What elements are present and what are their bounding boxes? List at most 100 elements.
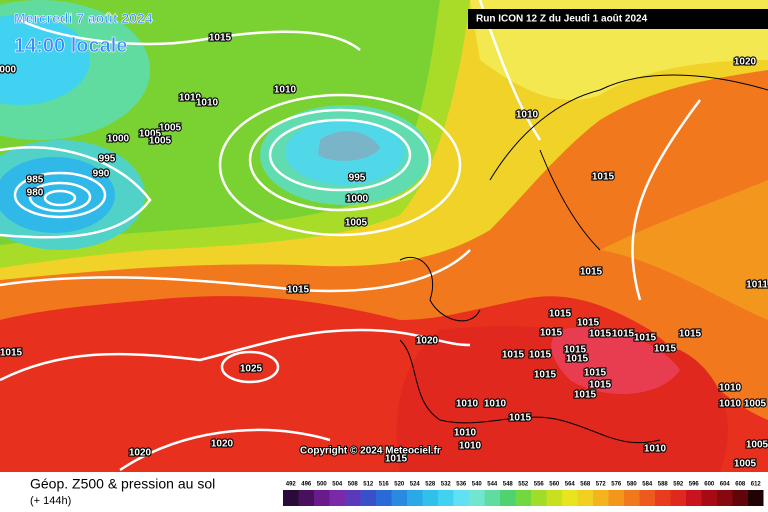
isobar-label: 1015 bbox=[589, 329, 612, 340]
colorbar-label: 544 bbox=[487, 482, 498, 488]
isobar-label: 1015 bbox=[589, 380, 612, 391]
colorbar-label: 500 bbox=[317, 482, 328, 488]
colorbar-label: 596 bbox=[689, 482, 700, 488]
isobar-label: 990 bbox=[93, 169, 110, 180]
isobar-label: 1015 bbox=[679, 329, 702, 340]
isobar-label: 1015 bbox=[0, 348, 23, 359]
colorbar-label: 540 bbox=[472, 482, 483, 488]
isobar-label: 1005 bbox=[744, 399, 767, 410]
colorbar-swatch bbox=[608, 490, 624, 506]
colorbar-swatch bbox=[360, 490, 376, 506]
isobar-label: 1000 bbox=[346, 194, 369, 205]
isobar-label: 1005 bbox=[149, 136, 172, 147]
colorbar-label: 524 bbox=[410, 482, 421, 488]
colorbar-swatch bbox=[717, 490, 733, 506]
isobar-label: 1015 bbox=[584, 368, 607, 379]
isobar-label: 1015 bbox=[634, 333, 657, 344]
colorbar-label: 508 bbox=[348, 482, 359, 488]
isobar-label: 1015 bbox=[534, 370, 557, 381]
colorbar-label: 548 bbox=[503, 482, 514, 488]
run-banner bbox=[468, 9, 768, 29]
isobar-label: 1010 bbox=[454, 428, 477, 439]
isobar-label: 1005 bbox=[139, 129, 162, 140]
colorbar-label: 588 bbox=[658, 482, 669, 488]
isobar-label: 1015 bbox=[287, 285, 310, 296]
colorbar-swatch bbox=[422, 490, 438, 506]
colorbar-label: 600 bbox=[704, 482, 715, 488]
isobar-label: 1020 bbox=[129, 448, 152, 459]
run-text: Run ICON 12 Z du Jeudi 1 août 2024 bbox=[476, 14, 648, 25]
isobar-label: 980 bbox=[27, 188, 44, 199]
colorbar-label: 556 bbox=[534, 482, 545, 488]
isobar-label: 1015 bbox=[612, 329, 635, 340]
colorbar-swatch bbox=[314, 490, 330, 506]
colorbar-swatch bbox=[345, 490, 361, 506]
colorbar-swatch bbox=[329, 490, 345, 506]
isobar-label: 1005 bbox=[345, 218, 368, 229]
isobar-label: 1010 bbox=[516, 110, 539, 121]
isobar-label: 1010 bbox=[274, 85, 297, 96]
isobar-label: 1010 bbox=[196, 98, 219, 109]
time-text: 14:00 locale bbox=[14, 35, 127, 57]
isobar-label: 995 bbox=[99, 154, 116, 165]
colorbar-swatch bbox=[391, 490, 407, 506]
colorbar-label: 516 bbox=[379, 482, 390, 488]
isobar-label: 1015 bbox=[577, 318, 600, 329]
colorbar-swatch bbox=[438, 490, 454, 506]
coastlines bbox=[399, 74, 768, 444]
colorbar-label: 512 bbox=[363, 482, 374, 488]
colorbar-swatch bbox=[701, 490, 717, 506]
colorbar-label: 564 bbox=[565, 482, 576, 488]
colorbar-label: 580 bbox=[627, 482, 638, 488]
isobar-label: 1015 bbox=[654, 344, 677, 355]
isobar-label: 1010 bbox=[644, 444, 667, 455]
colorbar-swatch bbox=[484, 490, 500, 506]
isobar-label: 985 bbox=[27, 175, 44, 186]
isobar-label: 1020 bbox=[211, 439, 234, 450]
isobar-label: 1010 bbox=[456, 399, 479, 410]
colorbar-label: 608 bbox=[735, 482, 746, 488]
colorbar-label: 520 bbox=[394, 482, 405, 488]
isobar-label: 1015 bbox=[540, 328, 563, 339]
isobar-label: 1015 bbox=[564, 345, 587, 356]
colorbar-label: 552 bbox=[518, 482, 529, 488]
colorbar-label: 576 bbox=[611, 482, 622, 488]
isobar-label: 1010 bbox=[719, 399, 742, 410]
colorbar-label: 584 bbox=[642, 482, 653, 488]
isobar-label: 1011 bbox=[746, 280, 768, 291]
isobar-label: 1015 bbox=[580, 267, 603, 278]
colorbar-label: 592 bbox=[673, 482, 684, 488]
footer-title: Géop. Z500 & pression au sol bbox=[30, 476, 215, 492]
colorbar-label: 532 bbox=[441, 482, 452, 488]
colorbar-swatch bbox=[376, 490, 392, 506]
isobar-label: 1015 bbox=[509, 413, 532, 424]
colorbar-swatch bbox=[546, 490, 562, 506]
colorbar-swatch bbox=[500, 490, 516, 506]
colorbar: 492 496 500 504 508 512 516 520 524 528 532 536 540 5… bbox=[283, 482, 764, 506]
isobar-labels: 1015100010101010101010201005100010051005… bbox=[0, 32, 768, 471]
colorbar-swatch bbox=[531, 490, 547, 506]
isobar-label: 1000 bbox=[0, 65, 17, 76]
colorbar-swatch bbox=[562, 490, 578, 506]
colorbar-swatch bbox=[686, 490, 702, 506]
copyright: Copyright © 2024 Meteociel.fr bbox=[300, 446, 441, 457]
isobar-label: 1015 bbox=[566, 354, 589, 365]
colorbar-label: 572 bbox=[596, 482, 607, 488]
colorbar-swatch bbox=[748, 490, 764, 506]
isobar-label: 1015 bbox=[574, 390, 597, 401]
isobar-label: 1010 bbox=[459, 441, 482, 452]
isobar-label: 1020 bbox=[416, 336, 439, 347]
isobar-label: 995 bbox=[349, 173, 366, 184]
isobar-label: 1015 bbox=[385, 454, 408, 465]
colorbar-label: 604 bbox=[720, 482, 731, 488]
isobar-label: 1015 bbox=[502, 350, 525, 361]
colorbar-label: 496 bbox=[301, 482, 312, 488]
isobar-label: 1015 bbox=[549, 309, 572, 320]
low-nw-inner bbox=[0, 15, 90, 105]
colorbar-swatch bbox=[469, 490, 485, 506]
colorbar-label: 492 bbox=[286, 482, 297, 488]
field-light-orange bbox=[600, 180, 768, 320]
isobar-label: 1005 bbox=[159, 123, 182, 134]
colorbar-swatch bbox=[577, 490, 593, 506]
colorbar-swatch bbox=[515, 490, 531, 506]
